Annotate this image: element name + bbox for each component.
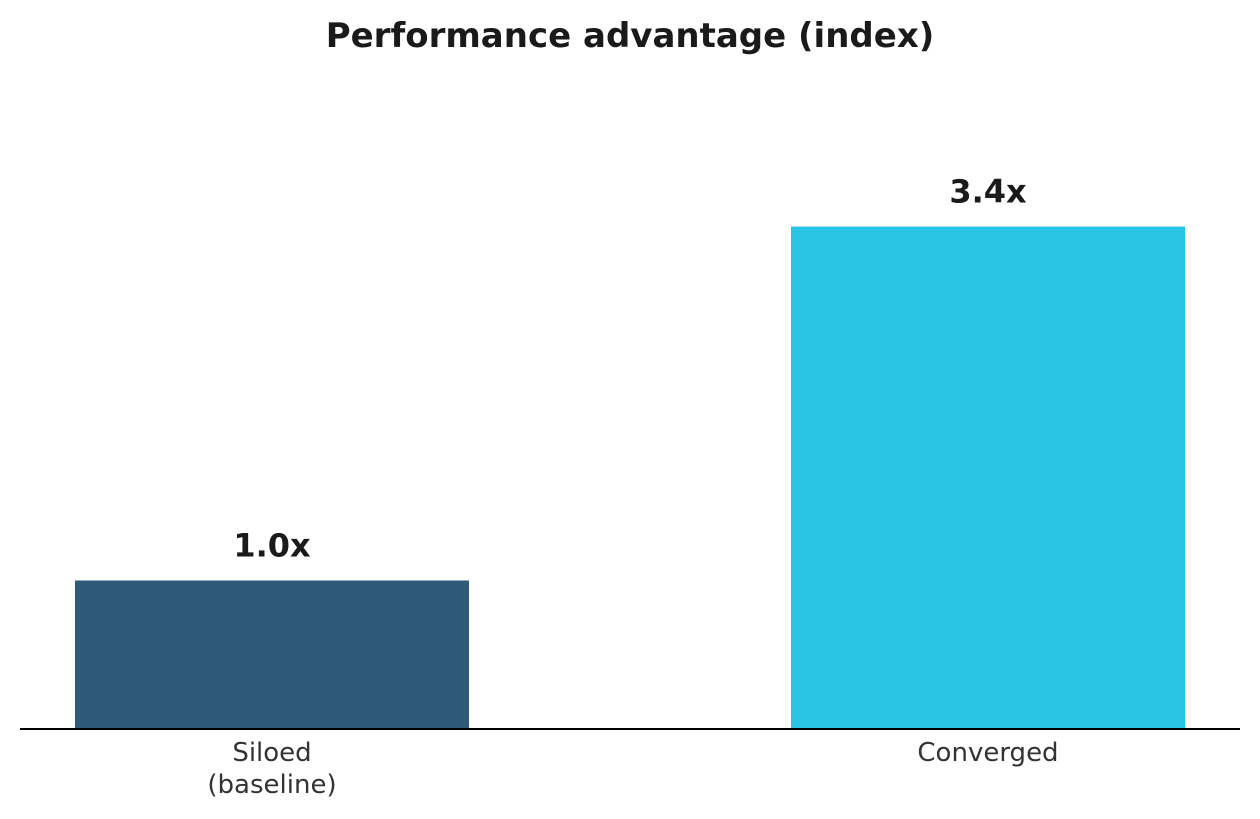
bar-0: [75, 580, 469, 728]
x-tick-label-0-0: Siloed: [232, 738, 311, 768]
bar-1: [791, 226, 1185, 728]
x-tick-label-1-0: Converged: [917, 738, 1058, 768]
chart-title: Performance advantage (index): [326, 16, 935, 56]
data-labels-group: 1.0x 3.4x: [233, 173, 1027, 565]
x-tick-label-0-1: (baseline): [207, 770, 336, 800]
bars-group: [75, 226, 1185, 728]
data-label-0: 1.0x: [233, 527, 311, 565]
x-tick-labels-group: Siloed(baseline) Converged: [207, 738, 1058, 800]
data-label-1: 3.4x: [949, 173, 1027, 211]
